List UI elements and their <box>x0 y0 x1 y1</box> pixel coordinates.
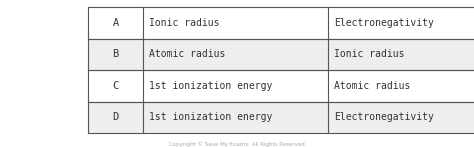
Bar <box>143 70 328 101</box>
Bar <box>88 7 143 39</box>
Bar <box>143 39 328 70</box>
Text: Atomic radius: Atomic radius <box>334 81 410 91</box>
Text: Electronegativity: Electronegativity <box>334 112 434 122</box>
Bar <box>328 70 474 101</box>
Text: Atomic radius: Atomic radius <box>149 49 225 59</box>
Text: D: D <box>112 112 118 122</box>
Text: 1st ionization energy: 1st ionization energy <box>149 112 273 122</box>
Bar <box>88 39 143 70</box>
Text: B: B <box>112 49 118 59</box>
Text: C: C <box>112 81 118 91</box>
Text: Ionic radius: Ionic radius <box>334 49 404 59</box>
Bar <box>328 7 474 39</box>
Bar <box>328 101 474 133</box>
Bar <box>88 101 143 133</box>
Text: 1st ionization energy: 1st ionization energy <box>149 81 273 91</box>
Text: A: A <box>112 18 118 28</box>
Bar <box>328 39 474 70</box>
Text: Ionic radius: Ionic radius <box>149 18 219 28</box>
Bar <box>143 101 328 133</box>
Bar <box>88 70 143 101</box>
Bar <box>143 7 328 39</box>
Text: Copyright © Save My Exams. All Rights Reserved: Copyright © Save My Exams. All Rights Re… <box>169 141 305 147</box>
Text: Electronegativity: Electronegativity <box>334 18 434 28</box>
